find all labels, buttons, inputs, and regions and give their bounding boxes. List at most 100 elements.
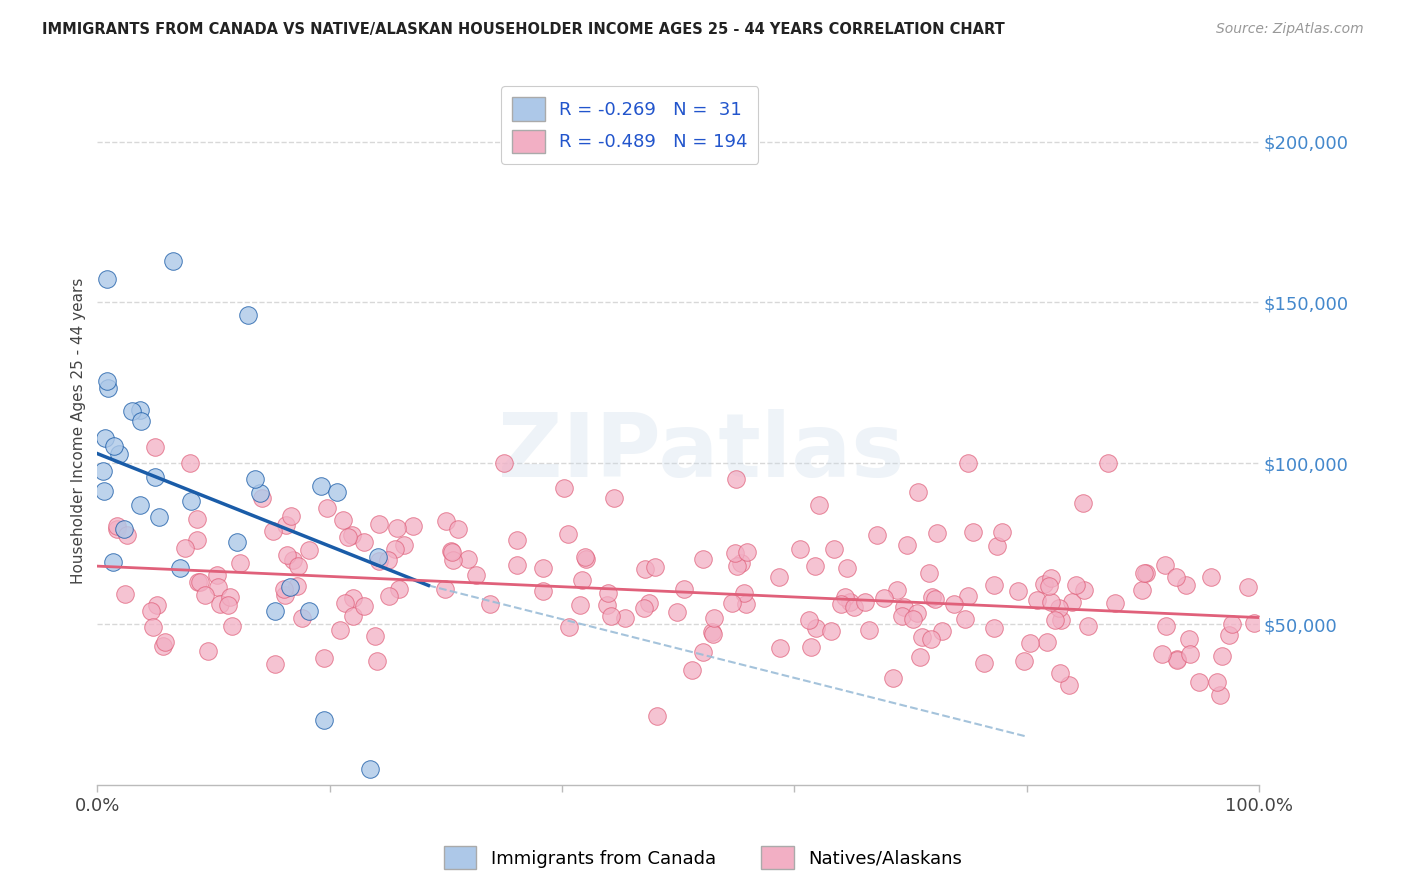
Point: [128, 402, 150, 417]
Point: [1178, 632, 1201, 646]
Point: [1097, 456, 1119, 470]
Point: [1050, 613, 1073, 627]
Point: [595, 599, 617, 613]
Point: [725, 472, 748, 486]
Point: [800, 640, 823, 654]
Point: [179, 456, 201, 470]
Point: [789, 541, 811, 556]
Point: [918, 566, 941, 581]
Point: [103, 555, 125, 569]
Point: [924, 591, 946, 606]
Point: [131, 414, 153, 428]
Point: [1036, 634, 1059, 648]
Point: [1175, 577, 1198, 591]
Text: IMMIGRANTS FROM CANADA VS NATIVE/ALASKAN HOUSEHOLDER INCOME AGES 25 - 44 YEARS C: IMMIGRANTS FROM CANADA VS NATIVE/ALASKAN…: [42, 22, 1005, 37]
Point: [194, 588, 217, 602]
Point: [574, 549, 596, 564]
Point: [316, 501, 339, 516]
Point: [942, 598, 965, 612]
Point: [298, 542, 321, 557]
Point: [249, 486, 271, 500]
Point: [187, 574, 209, 589]
Point: [531, 560, 554, 574]
Point: [908, 650, 931, 665]
Point: [180, 494, 202, 508]
Point: [434, 514, 457, 528]
Point: [769, 641, 792, 656]
Point: [893, 599, 915, 614]
Point: [388, 582, 411, 596]
Point: [108, 447, 131, 461]
Point: [990, 524, 1012, 539]
Point: [873, 591, 896, 606]
Point: [598, 585, 620, 599]
Point: [834, 591, 856, 605]
Point: [209, 597, 232, 611]
Point: [1166, 652, 1188, 666]
Point: [823, 542, 845, 557]
Point: [1060, 594, 1083, 608]
Point: [229, 556, 252, 570]
Point: [1007, 584, 1029, 599]
Point: [797, 613, 820, 627]
Point: [274, 517, 297, 532]
Point: [839, 595, 862, 609]
Point: [312, 714, 335, 728]
Point: [1154, 558, 1177, 572]
Point: [911, 631, 934, 645]
Point: [531, 583, 554, 598]
Point: [644, 560, 666, 574]
Point: [634, 562, 657, 576]
Point: [973, 657, 995, 671]
Point: [1033, 577, 1056, 591]
Point: [692, 552, 714, 566]
Point: [1199, 570, 1222, 584]
Point: [896, 538, 918, 552]
Point: [245, 472, 267, 486]
Text: ZIPatlas: ZIPatlas: [498, 409, 904, 496]
Point: [645, 709, 668, 723]
Point: [146, 598, 169, 612]
Point: [506, 533, 529, 547]
Point: [820, 624, 842, 638]
Point: [342, 608, 364, 623]
Point: [633, 601, 655, 615]
Point: [681, 663, 703, 677]
Point: [1135, 566, 1157, 581]
Point: [1209, 689, 1232, 703]
Point: [721, 596, 744, 610]
Point: [953, 613, 976, 627]
Point: [148, 509, 170, 524]
Point: [434, 582, 457, 597]
Point: [920, 632, 942, 647]
Point: [1133, 566, 1156, 581]
Point: [557, 620, 579, 634]
Point: [114, 587, 136, 601]
Point: [342, 591, 364, 605]
Point: [927, 526, 949, 541]
Point: [276, 548, 298, 562]
Point: [186, 512, 208, 526]
Point: [384, 542, 406, 557]
Point: [337, 530, 360, 544]
Point: [506, 558, 529, 572]
Point: [169, 561, 191, 575]
Point: [401, 519, 423, 533]
Point: [1218, 628, 1240, 642]
Point: [808, 498, 831, 512]
Point: [1073, 582, 1095, 597]
Point: [835, 561, 858, 575]
Point: [830, 597, 852, 611]
Point: [367, 549, 389, 564]
Point: [1104, 596, 1126, 610]
Point: [1038, 579, 1060, 593]
Point: [557, 527, 579, 541]
Point: [96, 374, 118, 388]
Point: [377, 553, 399, 567]
Point: [768, 570, 790, 584]
Point: [724, 546, 747, 560]
Point: [956, 589, 979, 603]
Point: [174, 541, 197, 556]
Point: [725, 558, 748, 573]
Point: [907, 606, 929, 620]
